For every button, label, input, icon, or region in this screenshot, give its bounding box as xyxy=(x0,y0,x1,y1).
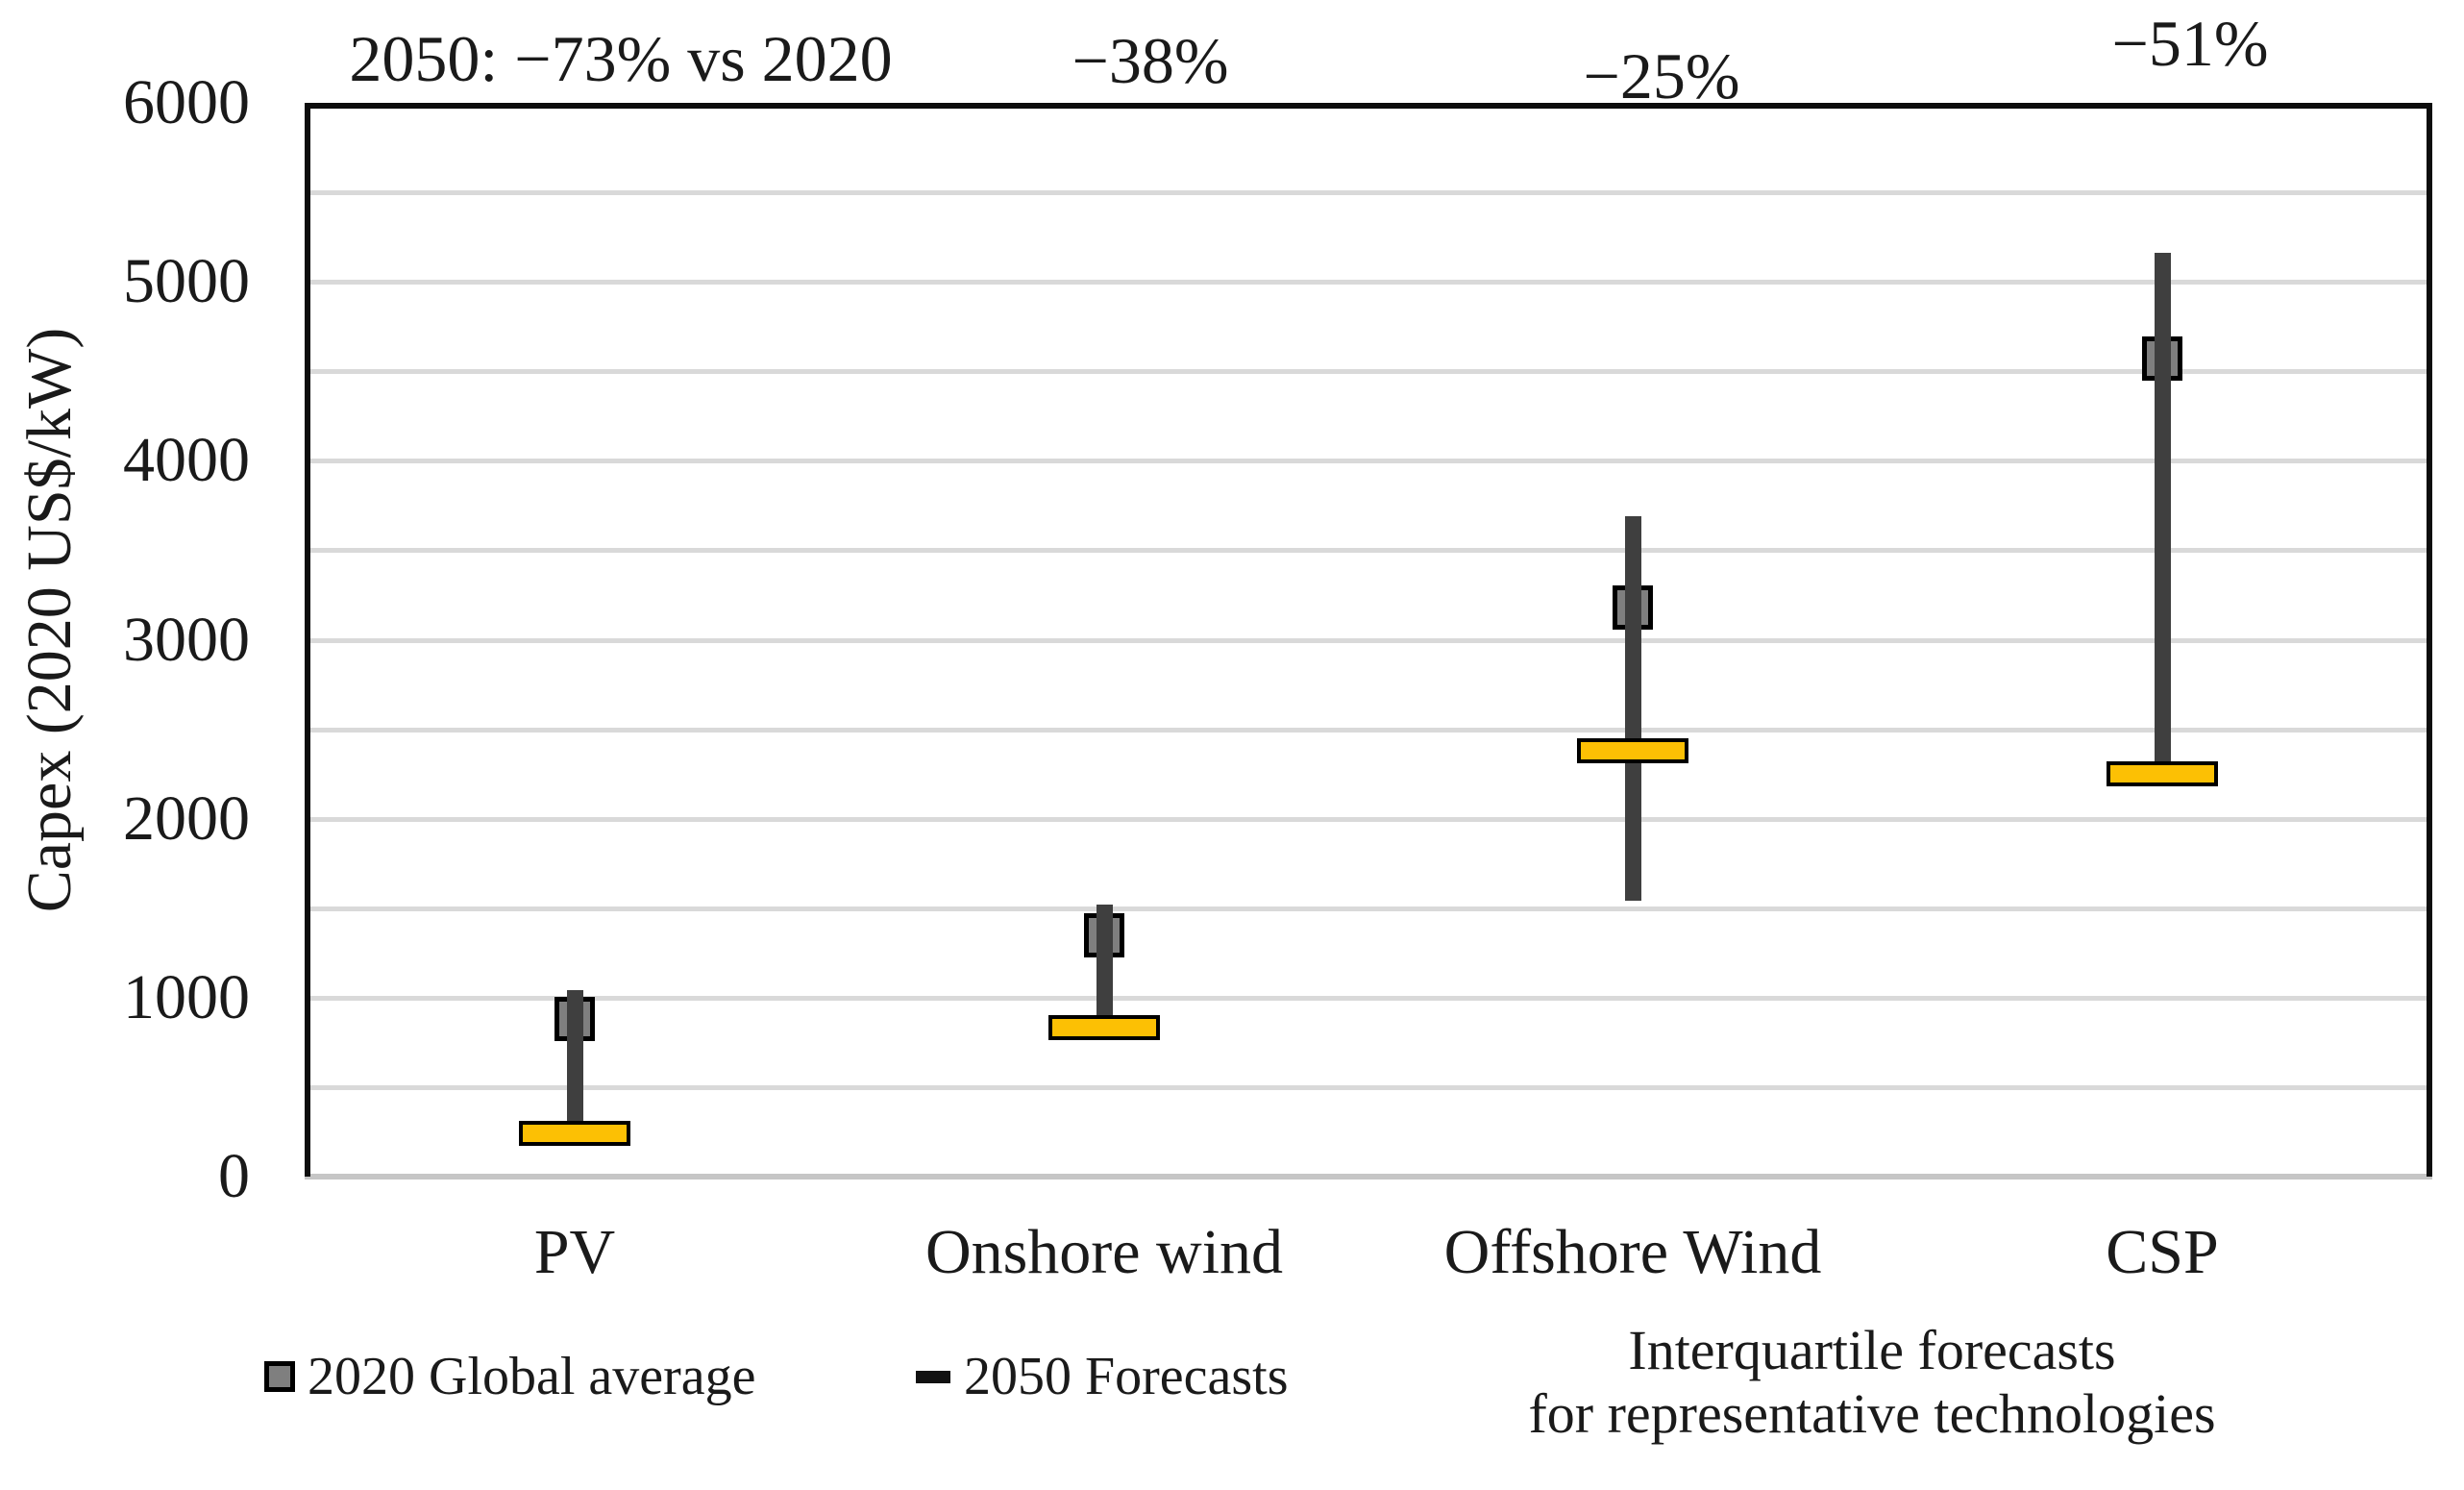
legend-item-2020-global-average: 2020 Global average xyxy=(264,1350,755,1403)
gridline xyxy=(310,190,2427,195)
y-tick-label: 4000 xyxy=(123,425,250,495)
y-tick-label: 5000 xyxy=(123,246,250,316)
annotation-csp: −51% xyxy=(2111,7,2269,80)
gridline xyxy=(310,1085,2427,1090)
plot-border-left xyxy=(305,103,310,1177)
gridline xyxy=(310,280,2427,285)
y-tick-label: 2000 xyxy=(123,783,250,854)
forecast-2050-bar-onshore-wind xyxy=(1048,1015,1160,1040)
y-tick-label: 0 xyxy=(218,1141,250,1211)
black-dash-legend-icon xyxy=(916,1370,950,1383)
x-category-label-offshore-wind: Offshore Wind xyxy=(1443,1217,1822,1287)
x-category-label-onshore-wind: Onshore wind xyxy=(924,1217,1284,1287)
legend-label: 2020 Global average xyxy=(308,1347,756,1406)
gridline xyxy=(310,728,2427,733)
gridline xyxy=(310,548,2427,553)
caption-line-2: for representative technologies xyxy=(1528,1382,2216,1445)
gridline xyxy=(310,996,2427,1001)
caption-line-1: Interquartile forecasts xyxy=(1628,1319,2116,1381)
chart-caption: Interquartile forecasts for representati… xyxy=(1403,1319,2341,1446)
legend-item-2050-forecasts: 2050 Forecasts xyxy=(916,1350,1289,1403)
forecast-2050-bar-pv xyxy=(519,1121,630,1146)
x-category-label-pv: PV xyxy=(533,1217,616,1287)
range-whisker-pv xyxy=(567,990,583,1133)
annotation-onshore-wind: −38% xyxy=(1072,24,1229,97)
plot-border-right xyxy=(2427,103,2432,1177)
forecast-2050-bar-csp xyxy=(2107,761,2218,786)
plot-border-top xyxy=(305,103,2432,109)
x-axis-line xyxy=(305,1174,2432,1180)
range-whisker-onshore-wind xyxy=(1096,905,1113,1028)
range-whisker-csp xyxy=(2155,253,2171,774)
annotation-offshore-wind: −25% xyxy=(1583,39,1740,112)
gridline xyxy=(310,638,2427,643)
annotation-pv: 2050: −73% vs 2020 xyxy=(349,22,893,95)
gridline xyxy=(310,906,2427,911)
gray-square-legend-icon xyxy=(264,1361,295,1392)
gridline xyxy=(310,817,2427,822)
y-tick-label: 6000 xyxy=(123,67,250,137)
gridline xyxy=(310,459,2427,463)
forecast-2050-bar-offshore-wind xyxy=(1577,738,1688,763)
y-tick-label: 3000 xyxy=(123,605,250,675)
legend-label: 2050 Forecasts xyxy=(964,1347,1289,1406)
range-whisker-offshore-wind xyxy=(1625,516,1641,901)
y-tick-label: 1000 xyxy=(123,962,250,1032)
gridline xyxy=(310,369,2427,374)
x-category-label-csp: CSP xyxy=(2106,1217,2219,1287)
